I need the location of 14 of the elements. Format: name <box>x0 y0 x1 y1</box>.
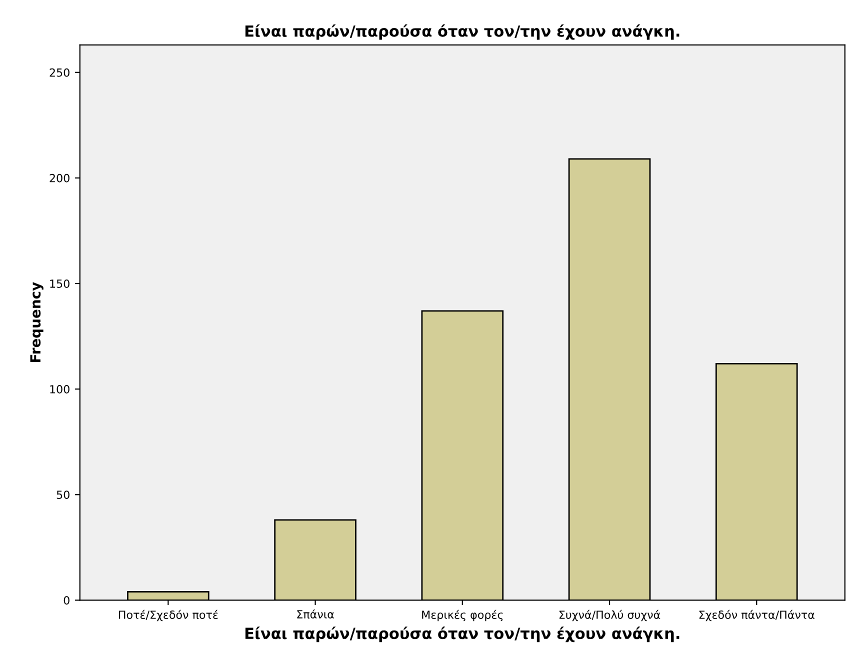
y-tick-label: 150 <box>50 279 70 288</box>
y-tick-label: 0 <box>64 596 70 605</box>
x-tick-label: Μερικές φορές <box>422 610 503 622</box>
x-tick-label: Συχνά/Πολύ συχνά <box>559 610 660 622</box>
y-tick-label: 50 <box>56 490 70 500</box>
x-tick-label: Σχεδόν πάντα/Πάντα <box>699 610 814 622</box>
y-axis-title: Frequency <box>30 282 44 362</box>
x-tick-label: Ποτέ/Σχεδόν ποτέ <box>118 610 218 622</box>
x-axis-title: Είναι παρών/παρούσα όταν τον/την έχουν ανάγκη. <box>245 626 680 642</box>
y-tick-label: 200 <box>50 174 70 182</box>
y-tick-label: 250 <box>50 68 70 77</box>
y-tick-label: 100 <box>50 385 70 394</box>
chart-title: Είναι παρών/παρούσα όταν τον/την έχουν ανάγκη. <box>245 24 680 40</box>
x-tick-label: Σπάνια <box>297 609 334 619</box>
